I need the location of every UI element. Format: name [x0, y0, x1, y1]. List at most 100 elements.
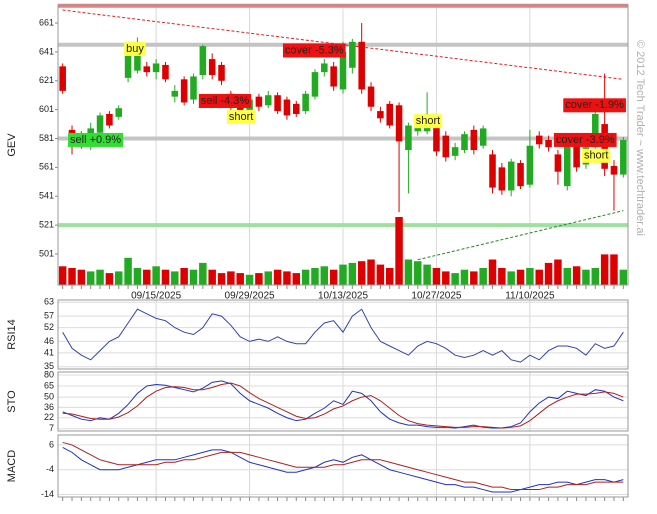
- volume-bar: [329, 269, 338, 285]
- annotation-text: sell -4.3%: [201, 95, 250, 107]
- volume-bar: [395, 217, 403, 285]
- y-tick-label: 7: [49, 423, 54, 433]
- x-tick-label: 09/15/2025: [131, 291, 181, 302]
- candle-body: [199, 46, 207, 75]
- y-axis-label: MACD: [6, 450, 18, 482]
- y-axis-label: GEV: [6, 133, 18, 157]
- candle-body: [124, 54, 132, 78]
- volume-bar: [245, 274, 254, 285]
- volume-bar: [115, 271, 123, 285]
- volume-bar: [58, 266, 67, 285]
- candle-body: [180, 79, 188, 103]
- volume-bar: [554, 259, 562, 285]
- volume-bar: [563, 268, 571, 285]
- volume-bar: [591, 268, 600, 285]
- trade-annotation: cover -1.9%: [563, 98, 626, 113]
- candle-body: [152, 63, 160, 73]
- volume-bar: [171, 271, 179, 285]
- volume-bar: [199, 262, 207, 285]
- candle-body: [563, 139, 571, 187]
- trade-annotation: cover -3.9%: [553, 132, 617, 147]
- candle-body: [134, 46, 141, 71]
- indicator-line: [62, 308, 624, 363]
- candle-body: [274, 95, 281, 112]
- annotation-text: buy: [126, 43, 144, 55]
- volume-bar: [124, 257, 132, 285]
- y-tick-label: 621: [39, 75, 54, 85]
- candle-body: [321, 63, 328, 73]
- candle-body: [620, 139, 627, 175]
- y-tick-label: 80: [44, 369, 54, 379]
- volume-bar: [255, 273, 263, 285]
- volume-bar: [105, 273, 114, 285]
- y-tick-label: -14: [41, 489, 54, 499]
- indicator-line: [62, 446, 624, 493]
- volume-bar: [432, 268, 441, 285]
- candle-body: [59, 66, 66, 91]
- volume-bar: [619, 269, 628, 285]
- volume-bar: [189, 269, 198, 285]
- trade-annotation: sell +0.9%: [68, 132, 124, 147]
- candle-body: [377, 111, 384, 119]
- candle-body: [190, 76, 197, 100]
- annotation-text: short: [416, 115, 440, 127]
- y-tick-label: 50: [44, 391, 54, 401]
- volume-bar: [283, 271, 291, 285]
- trade-annotation: short: [581, 148, 611, 163]
- watermark: © 2012 Tech Trader ~ www.techtrader.ai: [634, 40, 646, 236]
- candle-body: [479, 128, 487, 146]
- volume-bar: [488, 259, 497, 285]
- candle-body: [433, 119, 440, 152]
- indicator-line: [62, 382, 624, 429]
- y-tick-label: 36: [44, 402, 54, 412]
- volume-bar: [544, 262, 553, 285]
- candle-body: [358, 41, 365, 90]
- volume-bar: [470, 271, 478, 285]
- panel-frame: [57, 434, 629, 498]
- candle-body: [218, 64, 225, 81]
- volume-bar: [572, 266, 581, 285]
- candle-body: [592, 113, 599, 148]
- indicator-line: [62, 380, 624, 429]
- annotation-text: short: [584, 150, 608, 162]
- x-tick-label: 10/27/2025: [411, 291, 461, 302]
- volume-bar: [68, 268, 76, 285]
- candle-body: [367, 86, 375, 107]
- trend-line: [417, 210, 624, 261]
- indicator-line: [62, 441, 624, 491]
- volume-bar: [451, 273, 459, 285]
- candle-body: [96, 115, 104, 133]
- candle-body: [255, 96, 263, 107]
- candle-body: [386, 103, 393, 126]
- candle-body: [470, 129, 478, 151]
- annotation-text: cover -3.9%: [556, 134, 615, 146]
- candle-body: [451, 147, 459, 156]
- panel-frame: [57, 4, 629, 286]
- volume-bar: [498, 268, 506, 285]
- volume-bar: [227, 271, 235, 285]
- candle-body: [106, 113, 113, 126]
- y-axis-label: STO: [6, 390, 18, 413]
- volume-bar: [292, 273, 301, 285]
- annotation-text: cover -1.9%: [565, 99, 624, 111]
- annotation-box: [226, 109, 256, 124]
- y-tick-label: 41: [44, 347, 54, 357]
- volume-bar: [367, 259, 375, 285]
- trade-annotation: cover -5.3%: [282, 43, 346, 58]
- candle-body: [330, 66, 337, 87]
- trade-annotation: short: [226, 109, 256, 124]
- candle-body: [507, 161, 515, 191]
- candle-body: [311, 72, 319, 97]
- candle-body: [171, 90, 179, 97]
- y-tick-label: 57: [44, 310, 54, 320]
- y-tick-label: 46: [44, 336, 54, 346]
- y-tick-label: 35: [44, 361, 54, 371]
- volume-bar: [479, 268, 487, 285]
- candle-body: [526, 145, 534, 185]
- volume-bar: [96, 269, 104, 285]
- y-tick-label: 52: [44, 322, 54, 332]
- annotation-box: [413, 114, 443, 129]
- annotation-box: [563, 98, 626, 113]
